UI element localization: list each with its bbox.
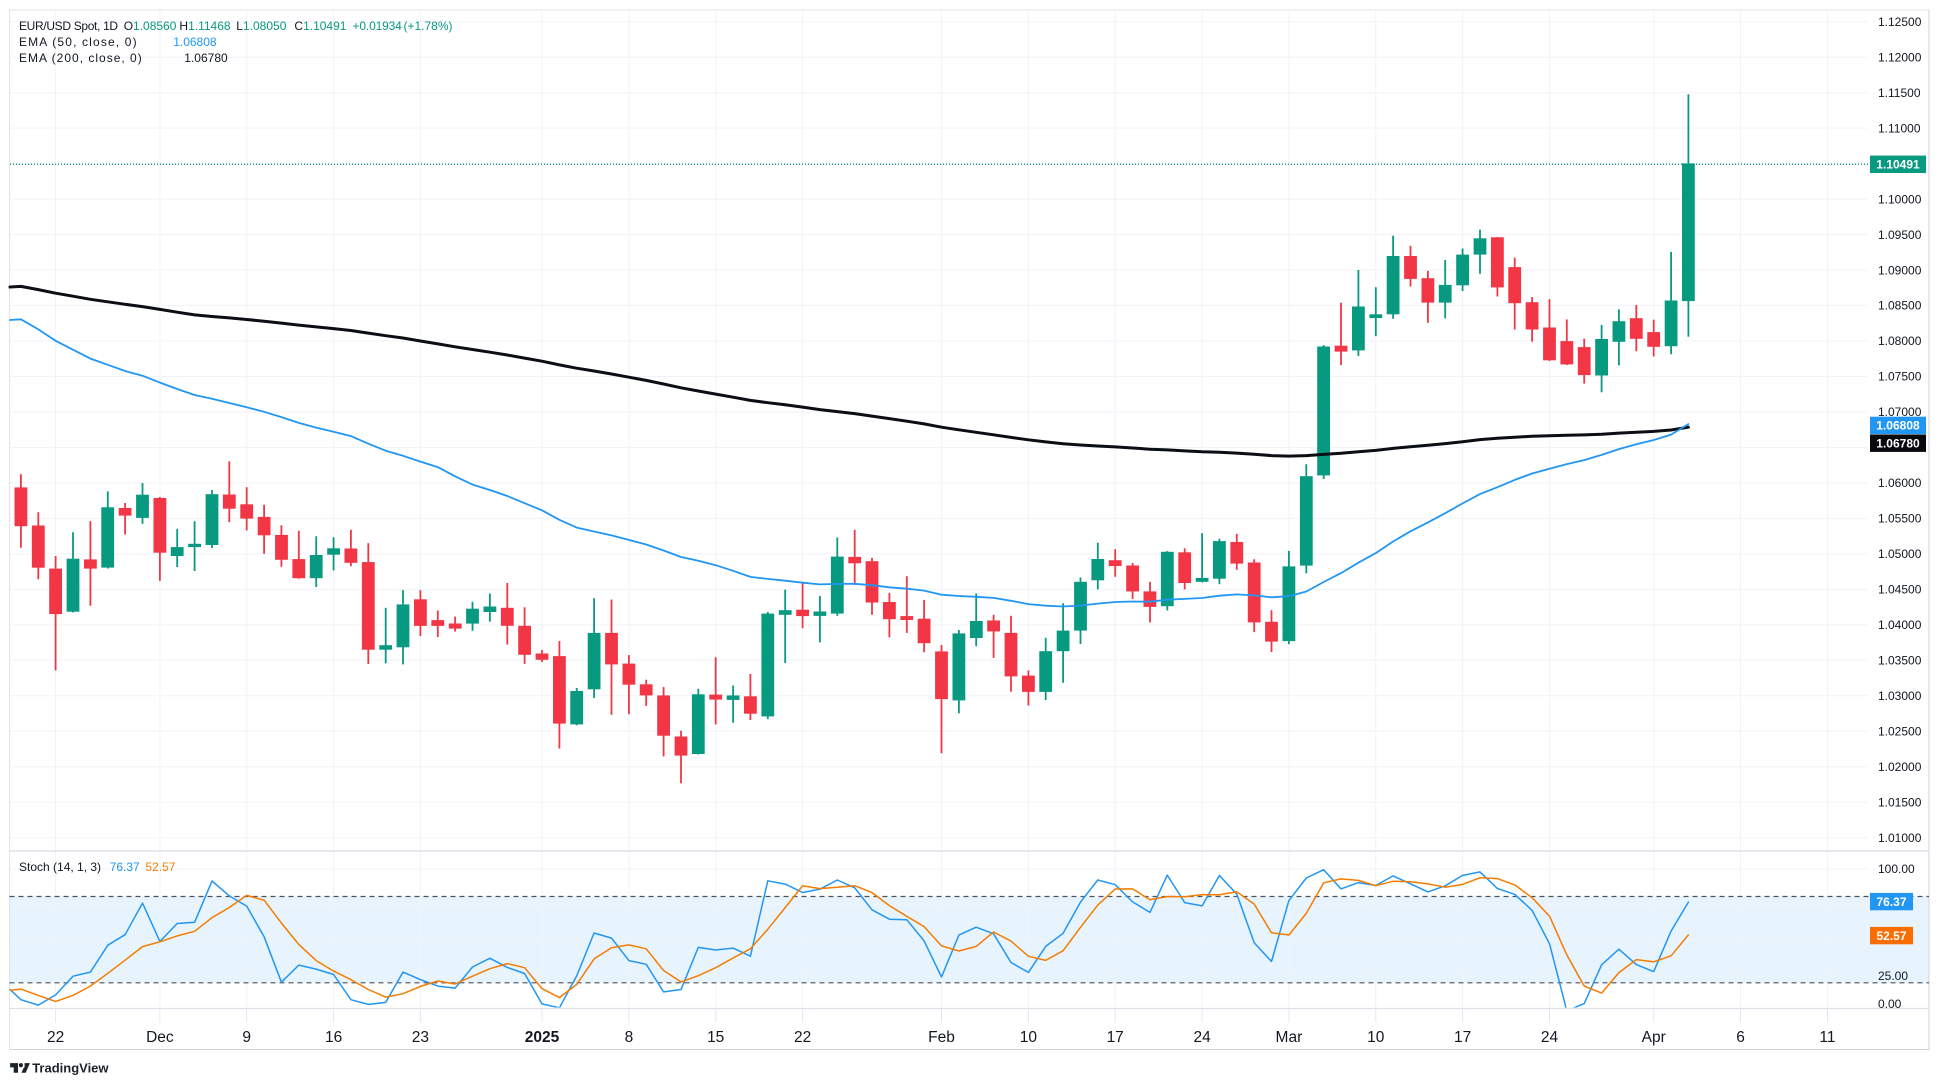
svg-text:Mar: Mar — [1276, 1029, 1303, 1046]
svg-text:1.08500: 1.08500 — [1878, 299, 1922, 313]
svg-text:1.07500: 1.07500 — [1878, 370, 1922, 384]
svg-text:1.01500: 1.01500 — [1878, 796, 1922, 810]
svg-text:1.08000: 1.08000 — [1878, 334, 1922, 348]
svg-text:1.11000: 1.11000 — [1878, 121, 1921, 135]
svg-text:1.05000: 1.05000 — [1878, 547, 1922, 561]
svg-text:1.02000: 1.02000 — [1878, 760, 1922, 774]
svg-text:1.09500: 1.09500 — [1878, 228, 1922, 242]
svg-text:6: 6 — [1736, 1029, 1745, 1046]
svg-text:17: 17 — [1107, 1029, 1124, 1046]
svg-text:1.03500: 1.03500 — [1878, 654, 1922, 668]
svg-text:1.04000: 1.04000 — [1878, 618, 1922, 632]
svg-text:2025: 2025 — [525, 1029, 560, 1046]
svg-text:52.57: 52.57 — [1876, 929, 1906, 943]
svg-text:10: 10 — [1020, 1029, 1038, 1046]
svg-text:1.04500: 1.04500 — [1878, 583, 1922, 597]
svg-text:1.01000: 1.01000 — [1878, 831, 1922, 845]
svg-text:Dec: Dec — [146, 1029, 174, 1046]
svg-text:1.03000: 1.03000 — [1878, 689, 1922, 703]
svg-text:1.05500: 1.05500 — [1878, 512, 1922, 526]
svg-text:EMA (200, close, 0)1.06780: EMA (200, close, 0) 1.06780 — [19, 51, 228, 65]
svg-text:76.37: 76.37 — [1876, 895, 1906, 909]
svg-text:8: 8 — [625, 1029, 634, 1046]
svg-text:1.10491: 1.10491 — [1876, 158, 1920, 172]
svg-text:16: 16 — [325, 1029, 342, 1046]
svg-text:1.11500: 1.11500 — [1878, 86, 1921, 100]
svg-text:24: 24 — [1541, 1029, 1559, 1046]
svg-text:1.06808: 1.06808 — [1876, 419, 1920, 433]
svg-text:15: 15 — [707, 1029, 724, 1046]
svg-text:1.12000: 1.12000 — [1878, 50, 1922, 64]
svg-text:100.00: 100.00 — [1878, 862, 1915, 876]
svg-text:EMA (50, close, 0)1.06808: EMA (50, close, 0) 1.06808 — [19, 35, 217, 49]
svg-text:TradingView: TradingView — [32, 1060, 109, 1075]
svg-text:1.06000: 1.06000 — [1878, 476, 1922, 490]
svg-text:22: 22 — [794, 1029, 811, 1046]
svg-text:10: 10 — [1367, 1029, 1385, 1046]
svg-text:25.00: 25.00 — [1878, 969, 1908, 983]
svg-text:11: 11 — [1819, 1029, 1835, 1046]
svg-text:1.06780: 1.06780 — [1876, 437, 1920, 451]
svg-text:22: 22 — [47, 1029, 64, 1046]
svg-text:1.02500: 1.02500 — [1878, 725, 1922, 739]
svg-text:1.07000: 1.07000 — [1878, 405, 1922, 419]
svg-text:23: 23 — [412, 1029, 429, 1046]
svg-text:Feb: Feb — [928, 1029, 955, 1046]
svg-text:24: 24 — [1193, 1029, 1211, 1046]
svg-text:0.00: 0.00 — [1878, 997, 1902, 1011]
svg-text:1.09000: 1.09000 — [1878, 263, 1922, 277]
svg-text:17: 17 — [1454, 1029, 1471, 1046]
svg-text:9: 9 — [242, 1029, 251, 1046]
svg-text:1.12500: 1.12500 — [1878, 15, 1922, 29]
svg-text:1.10000: 1.10000 — [1878, 192, 1922, 206]
svg-text:Apr: Apr — [1642, 1029, 1666, 1046]
